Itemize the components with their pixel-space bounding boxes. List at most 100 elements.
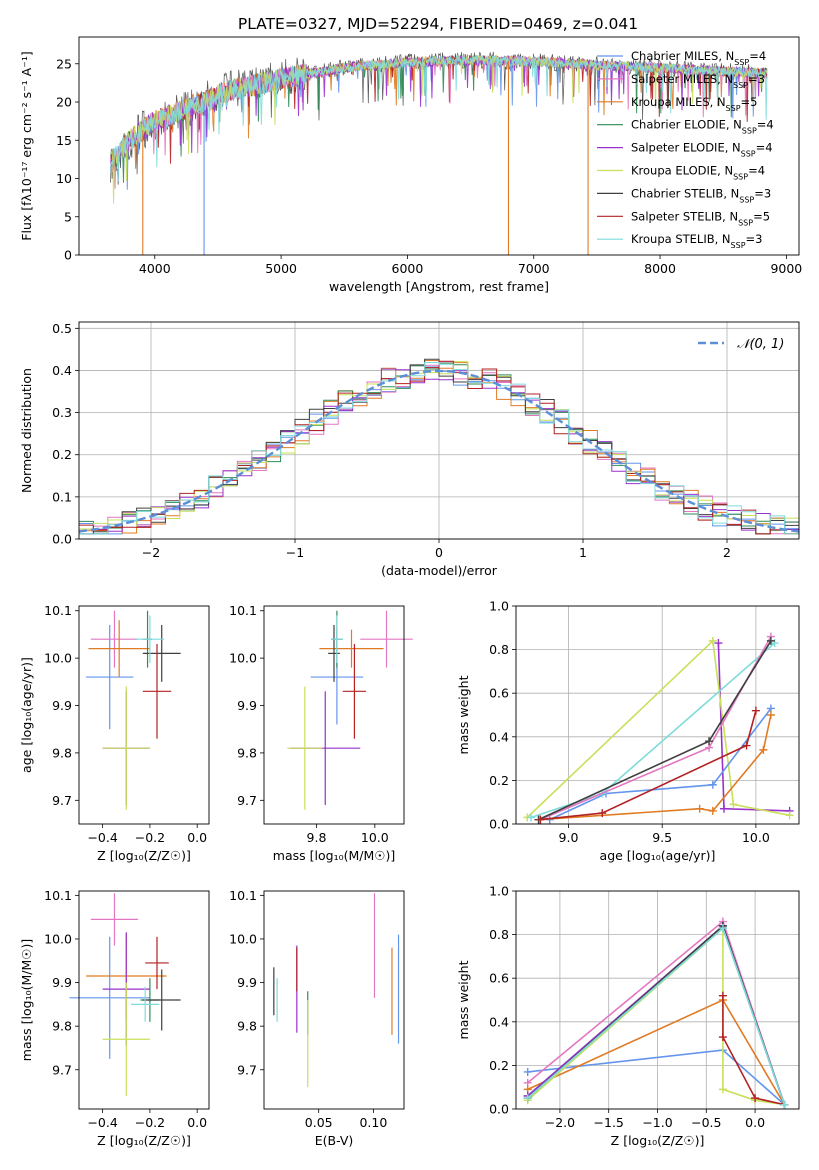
mass-weight-vs-metallicity-plot: −2.0 −1.5 −1.0 −0.5 0.0 0.0 0.2 0.4 0.6 0.8 1.0 Z [… (456, 884, 800, 1148)
weight-marker (714, 639, 723, 648)
legend-label: Kroupa STELIB, NSSP=3 (631, 232, 762, 250)
y-tick-label: 10 (56, 171, 72, 186)
y-tick-label: 1.0 (489, 599, 509, 614)
x-tick-label: 5000 (265, 261, 297, 276)
x-tick-label: 10.0 (742, 830, 770, 845)
weight-line (538, 640, 772, 821)
axes-frame: 9.0 9.5 10.0 0.0 0.2 0.4 0.6 0.8 1.0 age [log₁₀(a… (456, 599, 800, 863)
axes-frame: −2 −1 0 1 2 0.0 0.1 0.2 0.3 0.4 0.5 (data-model)/er… (19, 321, 800, 578)
y-axis-label: Flux [fλ10⁻¹⁷ erg cm⁻² s⁻¹ A⁻¹] (19, 51, 34, 240)
axes-frame: 4000 5000 6000 7000 8000 9000 0 5 10 15 20 25 wavele… (19, 36, 802, 294)
x-tick-label: 4000 (139, 261, 171, 276)
y-tick-label: 0.5 (52, 321, 72, 336)
y-tick-label: 15 (56, 133, 72, 148)
y-tick-label: 9.7 (237, 1062, 257, 1077)
grid (79, 322, 799, 540)
y-tick-label: 0.8 (489, 642, 509, 657)
x-axis-label: Z [log₁₀(Z/Z☉)] (611, 1133, 705, 1148)
axes-frame: −0.4 −0.2 0.0 9.7 9.8 9.9 10.0 10.1 Z [log₁₀(Z/Z… (19, 888, 210, 1148)
x-tick-label: −2.0 (545, 1115, 575, 1130)
weight-line (527, 920, 786, 1105)
weight-marker (780, 1100, 789, 1109)
y-axis-label: Normed distribution (19, 368, 34, 493)
axes-border (263, 890, 405, 1110)
plot-area (273, 893, 400, 1088)
legend-label: Salpeter MILES, NSSP=3 (631, 72, 765, 90)
x-tick-label: 2 (723, 545, 731, 560)
legend-label: Salpeter ELODIE, NSSP=4 (631, 141, 773, 159)
y-tick-label: 9.9 (52, 698, 72, 713)
x-tick-label: 0.05 (305, 1115, 333, 1130)
weight-marker (705, 737, 714, 746)
weight-marker (751, 706, 760, 715)
y-tick-label: 9.7 (52, 1062, 72, 1077)
x-axis-label: E(B-V) (315, 1133, 354, 1148)
y-axis-label: mass weight (456, 675, 471, 754)
y-tick-label: 10.1 (229, 603, 257, 618)
weight-line (722, 995, 785, 1106)
x-axis-label: Z [log₁₀(Z/Z☉)] (97, 848, 191, 863)
x-tick-label: 1 (579, 545, 587, 560)
y-tick-label: 0.2 (489, 773, 509, 788)
x-tick-label: 0 (435, 545, 443, 560)
y-tick-label: 9.8 (237, 745, 257, 760)
x-tick-label: 0.10 (359, 1115, 387, 1130)
weight-marker (742, 741, 751, 750)
x-tick-label: −1.5 (594, 1115, 624, 1130)
weight-marker (718, 1085, 727, 1094)
y-tick-label: 10.1 (44, 603, 72, 618)
residual-histogram: 𝒩(0, 1) −2 −1 0 1 2 0.0 0.1 0.2 0.3 0.4 0.5 (data-mo… (19, 321, 800, 578)
y-tick-label: 0.1 (52, 489, 72, 504)
legend-label: Salpeter STELIB, NSSP=5 (631, 209, 770, 227)
weight-line (527, 998, 786, 1106)
x-tick-label: −2 (142, 545, 160, 560)
x-tick-label: 0.0 (187, 1115, 207, 1130)
y-axis-label: age [log₁₀(age/yr)] (19, 657, 34, 773)
y-tick-label: 0.0 (489, 1102, 509, 1117)
x-axis-label: wavelength [Angstrom, rest frame] (329, 279, 549, 294)
x-axis-label: mass [log₁₀(M/M☉)] (273, 848, 395, 863)
weight-marker (708, 636, 717, 645)
x-tick-label: −0.4 (87, 830, 117, 845)
axes-frame: −2.0 −1.5 −1.0 −0.5 0.0 0.0 0.2 0.4 0.6 0.8 1.0 Z [… (456, 884, 800, 1148)
y-tick-label: 0.6 (489, 686, 509, 701)
weight-marker (526, 813, 535, 822)
y-tick-label: 0.0 (489, 817, 509, 832)
plot-area (287, 610, 413, 810)
x-tick-label: 7000 (518, 261, 550, 276)
legend-label: Kroupa ELODIE, NSSP=4 (631, 164, 765, 182)
x-tick-label: 6000 (392, 261, 424, 276)
figure-title: PLATE=0327, MJD=52294, FIBERID=0469, z=0… (238, 15, 638, 33)
plot-area (523, 917, 789, 1109)
mass-vs-metallicity-plot: −0.4 −0.2 0.0 9.7 9.8 9.9 10.0 10.1 Z [log₁₀(Z/Z… (19, 888, 210, 1148)
plot-area (86, 610, 181, 810)
x-tick-label: −0.2 (135, 1115, 165, 1130)
weight-line (527, 926, 786, 1105)
x-tick-label: −0.5 (691, 1115, 721, 1130)
y-tick-label: 10.1 (44, 888, 72, 903)
age-vs-mass-plot: 9.8 10.0 9.7 9.8 9.9 10.0 10.1 mass [log₁₀(M/M☉… (229, 603, 413, 863)
y-tick-label: 10.0 (44, 651, 72, 666)
weight-line (540, 636, 772, 821)
x-tick-label: −0.4 (87, 1115, 117, 1130)
y-tick-label: 9.8 (237, 1019, 257, 1034)
plot-area: 𝒩(0, 1) (78, 337, 800, 535)
y-tick-label: 10.0 (44, 931, 72, 946)
y-tick-label: 20 (56, 95, 72, 110)
y-tick-label: 0.6 (489, 971, 509, 986)
x-axis-label: age [log₁₀(age/yr)] (600, 848, 716, 863)
x-tick-label: −1.0 (642, 1115, 672, 1130)
axes-frame: 0.05 0.10 9.7 9.8 9.9 10.0 10.1 E(B-V) (229, 888, 405, 1148)
x-tick-label: 9000 (770, 261, 802, 276)
y-tick-label: 0.4 (489, 1014, 509, 1029)
y-tick-label: 10.0 (229, 931, 257, 946)
axes-border (515, 605, 800, 825)
age-vs-metallicity-plot: −0.4 −0.2 0.0 9.7 9.8 9.9 10.0 10.1 Z [log₁₀(Z/Z… (19, 603, 210, 863)
x-tick-label: 0.0 (187, 830, 207, 845)
axes-border (78, 36, 800, 256)
weight-line (540, 710, 757, 821)
weight-marker (718, 1033, 727, 1042)
spectrum-legend: Chabrier MILES, NSSP=4 Salpeter MILES, NS… (597, 49, 774, 250)
weight-marker (598, 809, 607, 818)
